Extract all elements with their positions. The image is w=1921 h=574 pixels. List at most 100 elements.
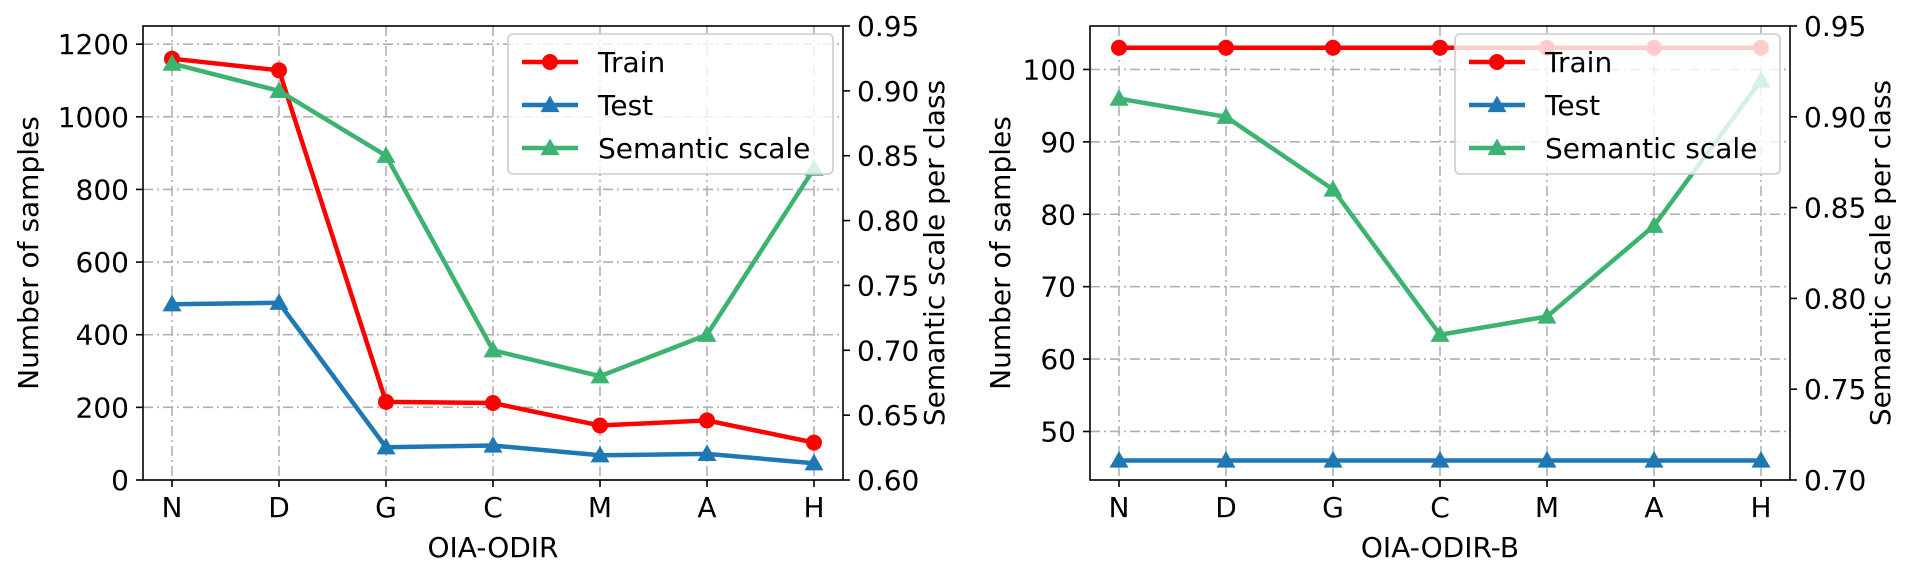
y-axis-right: 0.60 0.65 0.70 0.75 0.80 0.85 0.90 0.95 Semantic… [843,10,951,497]
y2-tick-label: 0.80 [1804,282,1866,315]
y2-tick-label: 0.85 [1804,192,1866,225]
y-tick-label: 90 [1040,126,1076,159]
y2-tick-label: 0.70 [1804,464,1866,497]
y-tick-label: 800 [76,173,129,206]
data-point [590,445,610,463]
x-tick-label: C [1430,491,1450,524]
y2-tick-label: 0.60 [857,464,919,497]
y2-tick-label: 0.70 [857,334,919,367]
x-axis-label: OIA-ODIR-B [1361,531,1519,564]
y-axis-label: Number of samples [12,116,45,390]
y-axis-right: 0.70 0.75 0.80 0.85 0.90 0.95 Semantic scale p… [1790,10,1897,497]
x-tick-label: N [1109,491,1130,524]
x-tick-label: G [375,491,397,524]
legend-box [1454,33,1781,175]
legend-marker [1487,95,1507,113]
y-tick-label: 0 [111,464,129,497]
data-point [1432,39,1448,56]
data-point [1537,307,1557,324]
y-tick-label: 1200 [58,28,129,61]
data-point [1430,450,1450,468]
legend-label: Test [597,89,653,122]
series-test [1109,450,1771,468]
y-tick-label: 100 [1023,53,1076,86]
data-point [485,395,501,412]
x-axis: N D G C M A H OIA-ODIR-B [1109,480,1772,564]
x-tick-label: M [1535,491,1559,524]
legend-box [507,33,834,175]
x-tick-label: A [697,491,716,524]
data-point [1537,450,1557,468]
x-axis-label: OIA-ODIR [427,531,558,564]
data-point [1323,179,1343,197]
data-point [699,412,715,429]
data-point [1430,325,1450,342]
data-point [269,81,289,98]
y-axis-left: 0 200 400 600 800 1000 1200 Number of samples [12,28,143,497]
data-point [376,437,396,455]
y-tick-label: 400 [76,319,129,352]
y-axis-label: Number of samples [984,116,1017,390]
data-point [1109,450,1129,468]
data-point [1218,39,1234,56]
y2-axis-label: Semantic scale per class [918,80,951,426]
data-point [804,453,824,471]
x-tick-label: A [1644,491,1663,524]
x-tick-label: C [483,491,503,524]
data-point [1644,450,1664,468]
data-point [162,54,182,71]
x-tick-label: H [803,491,824,524]
y-tick-label: 1000 [58,101,129,134]
y2-tick-label: 0.90 [857,75,919,108]
x-tick-label: N [162,491,183,524]
data-point [269,293,289,310]
y2-tick-label: 0.95 [1804,10,1866,43]
data-point [590,366,610,384]
legend-marker [540,138,560,156]
data-point [1325,39,1341,56]
legend-label: Test [1544,89,1600,122]
data-point [376,146,396,163]
data-point [1644,216,1664,233]
legend-label: Semantic scale [1545,132,1757,165]
y2-axis-label: Semantic scale per class [1864,80,1897,426]
data-point [592,417,608,434]
data-point [1109,89,1129,106]
data-point [162,294,182,312]
x-tick-label: G [1322,491,1344,524]
y-tick-label: 80 [1040,198,1076,231]
legend-marker [1487,138,1507,156]
data-point [697,325,717,342]
data-point [1323,450,1343,468]
data-point [483,340,503,358]
legend: Train Test Semantic scale [1454,33,1781,175]
data-point [697,444,717,461]
y2-tick-label: 0.65 [857,399,919,432]
x-tick-label: D [268,491,290,524]
data-point [1216,107,1236,124]
y2-tick-label: 0.95 [857,10,919,43]
legend-label: Semantic scale [598,132,810,165]
legend: Train Test Semantic scale [507,33,834,175]
data-point [483,435,503,453]
y2-tick-label: 0.85 [857,140,919,173]
data-point [378,393,394,410]
y2-tick-label: 0.80 [857,205,919,238]
legend-label: Train [1544,46,1612,79]
series-train [164,50,822,451]
y-tick-label: 50 [1040,415,1076,448]
data-point [1751,450,1771,468]
y2-tick-label: 0.75 [857,269,919,302]
data-point [1111,39,1127,56]
y-tick-label: 60 [1040,343,1076,376]
legend-label: Train [597,46,665,79]
legend-marker [540,95,560,113]
legend-marker [1489,54,1505,70]
x-tick-label: H [1750,491,1771,524]
y-tick-label: 600 [76,246,129,279]
data-point [806,434,822,451]
series-test [162,293,824,471]
